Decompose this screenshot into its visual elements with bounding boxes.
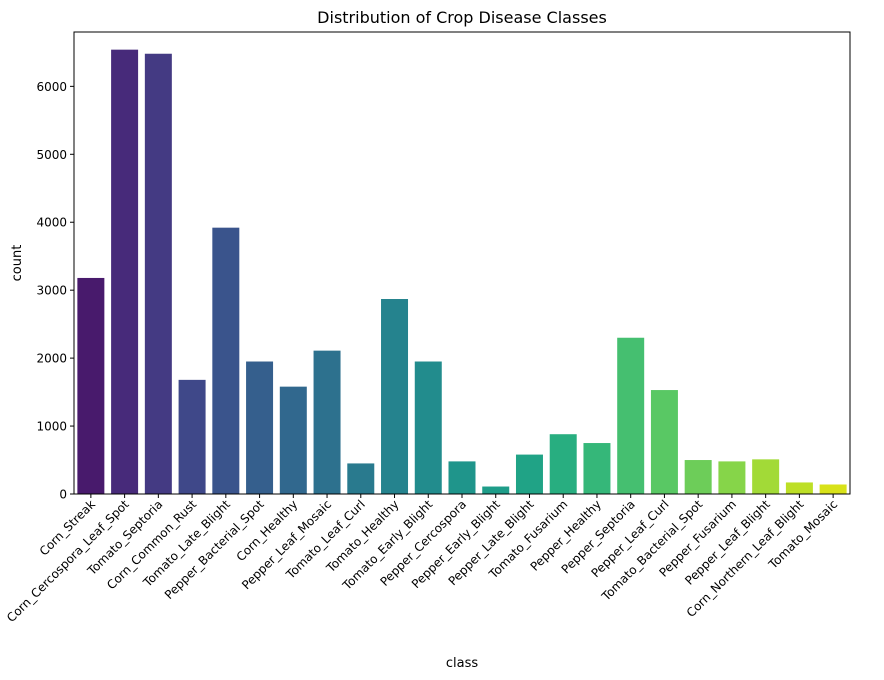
bar-corn-cercospora-leaf-spot (111, 49, 139, 494)
bar-tomato-leaf-curl (347, 463, 375, 494)
bar-pepper-septoria (617, 337, 645, 494)
bar-tomato-fusarium (549, 434, 577, 494)
bar-corn-common-rust (178, 379, 206, 494)
bar-pepper-leaf-curl (650, 390, 678, 494)
y-tick-label: 0 (59, 488, 67, 502)
y-axis: 0 1000 2000 3000 4000 5000 6000 (36, 80, 74, 502)
bar-pepper-fusarium (718, 461, 746, 494)
bar-tomato-mosaic (819, 484, 847, 494)
x-axis-label: class (446, 656, 478, 671)
bar-pepper-leaf-blight (752, 459, 780, 494)
y-tick-label: 2000 (36, 352, 67, 366)
bar-pepper-late-blight (515, 454, 543, 494)
bar-tomato-septoria (144, 53, 172, 495)
y-tick-label: 4000 (36, 216, 67, 230)
y-tick-label: 6000 (36, 80, 67, 94)
bar-pepper-early-blight (482, 486, 510, 494)
bar-tomato-early-blight (414, 361, 442, 494)
bars-group (77, 49, 847, 495)
y-tick-label: 5000 (36, 148, 67, 162)
bar-corn-northern-leaf-blight (785, 482, 813, 494)
bar-tomato-late-blight (212, 227, 240, 495)
bar-pepper-cercospora (448, 461, 476, 494)
y-tick-label: 3000 (36, 284, 67, 298)
bar-corn-streak (77, 277, 105, 494)
bar-pepper-bacterial-spot (246, 361, 274, 494)
y-axis-label: count (10, 245, 25, 282)
chart-title: Distribution of Crop Disease Classes (317, 8, 607, 27)
bar-pepper-leaf-mosaic (313, 350, 341, 494)
x-axis: Corn_StreakCorn_Cercospora_Leaf_SpotToma… (4, 494, 840, 625)
bar-tomato-healthy (381, 299, 409, 494)
bar-pepper-healthy (583, 443, 611, 494)
plot-frame (73, 31, 851, 495)
bar-tomato-bacterial-spot (684, 460, 712, 494)
bar-corn-healthy (279, 386, 307, 494)
y-tick-label: 1000 (36, 420, 67, 434)
